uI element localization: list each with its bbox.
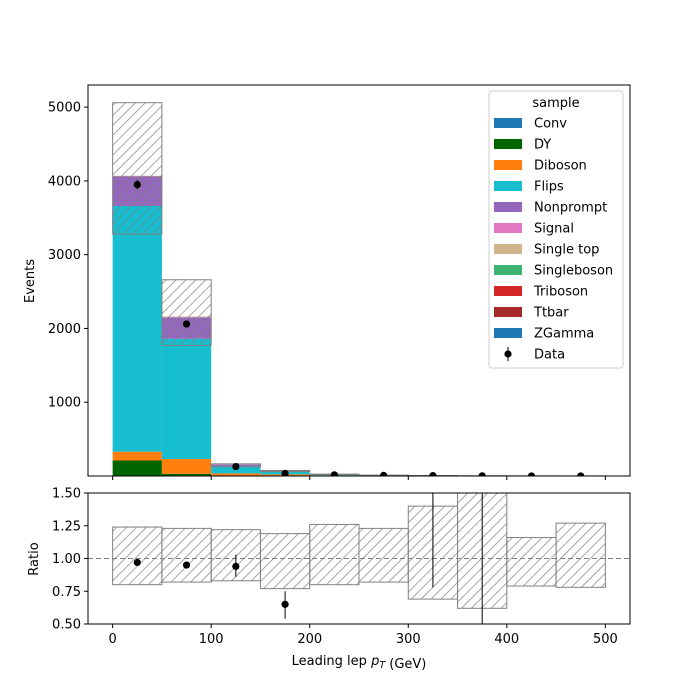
data-point (133, 180, 141, 189)
ratio-band-bin (358, 527, 409, 583)
legend-swatch (494, 160, 522, 170)
data-point (232, 462, 240, 471)
legend-label: DY (534, 138, 551, 153)
main-plot: 1000 2000 3000 4000 5000 Events (23, 84, 631, 480)
legend-label: Conv (534, 117, 567, 132)
legend-data-marker (504, 350, 512, 358)
ratio-point (133, 558, 141, 567)
legend-swatch (494, 244, 522, 254)
data-point (429, 472, 437, 476)
ratio-point (182, 561, 191, 569)
legend-swatch (494, 328, 522, 338)
bar-diboson (161, 459, 212, 474)
data-point (478, 472, 486, 476)
ratio-y-axis-label: Ratio (27, 542, 42, 575)
legend-swatch (494, 286, 522, 296)
uncertainty-bin (161, 279, 212, 346)
main-y-axis-label: Events (23, 259, 38, 303)
x-axis-label: Leading lep pT (GeV) (292, 654, 427, 672)
legend-label: Data (534, 348, 565, 363)
legend-swatch (494, 118, 522, 128)
legend-title: sample (532, 96, 579, 111)
ratio-uncertainty-band (112, 493, 606, 609)
legend-label: Triboson (533, 285, 588, 300)
bar-dy (161, 473, 212, 476)
legend-swatch (494, 223, 522, 233)
legend-label: Ttbar (533, 306, 569, 321)
legend-swatch (494, 307, 522, 317)
bar-flips (112, 205, 162, 452)
x-tick-label: 100 (199, 632, 224, 647)
data-point (380, 471, 388, 476)
y-tick-label: 1000 (48, 396, 81, 411)
ratio-x-ticks: 0 100 200 300 400 500 (108, 624, 618, 647)
legend: sample Conv DY Diboson Flips Nonprompt Signal… (488, 90, 624, 369)
uncertainty-bin (112, 102, 163, 235)
bar-flips (161, 338, 212, 460)
uncertainty-band (112, 102, 606, 476)
x-tick-label: 200 (297, 632, 322, 647)
ratio-y-tick-label: 1.50 (52, 487, 81, 502)
ratio-point (232, 562, 240, 570)
ratio-y-ticks: 0.50 0.75 1.00 1.25 1.50 (52, 487, 88, 633)
x-tick-label: 400 (494, 632, 519, 647)
legend-label: Flips (534, 180, 564, 195)
ratio-y-tick-label: 1.25 (52, 519, 81, 534)
ratio-band-bin (309, 523, 360, 586)
y-tick-label: 5000 (48, 101, 81, 116)
ratio-band-bin (506, 537, 557, 587)
ratio-plot: 0.50 0.75 1.00 1.25 1.50 0 100 200 300 400 500 Ra… (27, 487, 631, 672)
ratio-y-tick-label: 1.00 (52, 552, 81, 567)
ratio-band-bin (259, 533, 311, 590)
ratio-band-bin (555, 522, 606, 588)
data-point (527, 472, 536, 476)
legend-items: Conv DY Diboson Flips Nonprompt Signal Single … (494, 117, 613, 363)
legend-label: Nonprompt (534, 201, 607, 216)
bar-dy (112, 460, 162, 476)
main-plot-frame (87, 84, 631, 477)
y-tick-label: 4000 (48, 174, 81, 189)
legend-label: Single top (534, 243, 599, 258)
data-point (577, 472, 585, 476)
legend-label: Diboson (534, 159, 587, 174)
data-points (133, 179, 585, 476)
main-x-ticks (112, 476, 606, 480)
legend-swatch (494, 202, 522, 212)
legend-label: Signal (534, 222, 574, 237)
ratio-band-bin (112, 526, 163, 586)
ratio-y-tick-label: 0.75 (52, 585, 81, 600)
bar-diboson (211, 473, 261, 476)
data-point (330, 471, 338, 476)
legend-swatch (494, 265, 522, 275)
legend-frame (488, 90, 624, 369)
legend-label: ZGamma (534, 327, 594, 342)
data-point (182, 320, 191, 328)
ratio-y-tick-label: 0.50 (52, 618, 81, 633)
legend-label: Singleboson (534, 264, 613, 279)
y-tick-label: 3000 (48, 248, 81, 263)
main-y-ticks: 1000 2000 3000 4000 5000 (48, 101, 88, 411)
ratio-band-bin (161, 527, 212, 583)
data-point (281, 469, 289, 476)
ratio-point (281, 600, 289, 608)
bar-diboson (112, 451, 162, 461)
legend-swatch (494, 181, 522, 191)
legend-swatch (494, 139, 522, 149)
x-tick-label: 500 (593, 632, 618, 647)
x-tick-label: 300 (396, 632, 421, 647)
ratio-points (133, 493, 483, 624)
y-tick-label: 2000 (48, 322, 81, 337)
x-tick-label: 0 (108, 632, 116, 647)
